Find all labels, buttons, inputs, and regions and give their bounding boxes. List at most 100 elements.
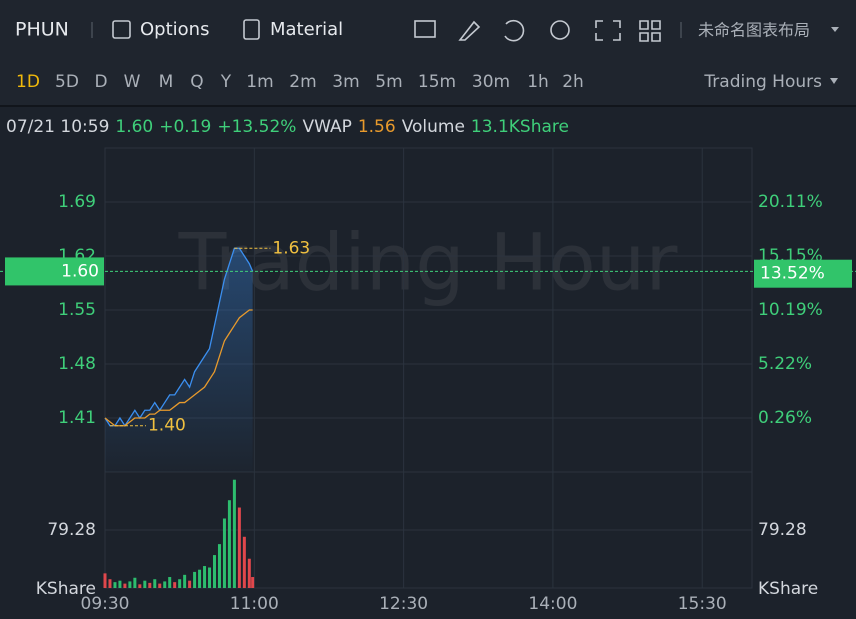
annotation-label: 1.63 — [272, 238, 310, 258]
period-button[interactable]: 2h — [562, 72, 584, 92]
volume-unit: KShare — [758, 579, 818, 599]
info-volume-label: Volume — [402, 117, 465, 137]
x-tick-label: 11:00 — [230, 594, 279, 614]
reset-icon[interactable] — [504, 19, 525, 42]
volume-bar — [163, 581, 167, 588]
indicator-icon[interactable] — [414, 20, 436, 38]
info-change-pct: +13.52% — [217, 117, 296, 137]
y2-tick-label: 0.26% — [758, 408, 812, 428]
volume-bar — [217, 544, 221, 588]
period-button[interactable]: 15m — [418, 72, 456, 92]
watermark: Trading Hour — [178, 218, 679, 308]
layout-icon[interactable] — [639, 20, 661, 42]
period-button[interactable]: 30m — [472, 72, 510, 92]
volume-bar — [237, 507, 241, 588]
draw-icon[interactable] — [458, 20, 481, 41]
fullscreen-icon[interactable] — [595, 20, 621, 41]
current-pct-label: 13.52% — [760, 264, 825, 284]
period-button[interactable]: 1m — [246, 72, 273, 92]
volume-bar — [128, 581, 132, 588]
volume-bar — [193, 571, 197, 588]
period-button[interactable]: 1h — [527, 72, 549, 92]
info-change: +0.19 — [159, 117, 211, 137]
volume-bar — [242, 536, 246, 588]
period-button[interactable]: W — [124, 72, 141, 92]
volume-bar — [103, 573, 107, 588]
current-price-box — [5, 257, 104, 286]
volume-bar — [208, 567, 212, 588]
volume-bar — [183, 574, 187, 588]
period-button[interactable]: 5m — [375, 72, 402, 92]
y-tick-label: 1.48 — [58, 354, 96, 374]
annotation-label: 1.40 — [148, 416, 186, 436]
info-vwap: 1.56 — [358, 117, 396, 137]
period-button[interactable]: 2m — [289, 72, 316, 92]
volume-bar — [247, 558, 251, 588]
volume-bar — [143, 580, 147, 588]
y2-tick-label: 20.11% — [758, 192, 823, 212]
volume-tick-label: 79.28 — [47, 520, 96, 540]
symbol[interactable]: PHUN — [15, 19, 69, 41]
y-tick-label: 1.69 — [58, 192, 96, 212]
y2-tick-label: 5.22% — [758, 354, 812, 374]
volume-bar — [222, 518, 226, 588]
period-button[interactable]: Y — [220, 72, 232, 92]
x-tick-label: 15:30 — [678, 594, 727, 614]
period-button[interactable]: Q — [190, 72, 203, 92]
period-button[interactable]: 1D — [16, 72, 40, 92]
volume-bar — [118, 580, 122, 588]
periods: 1D 5D D W M Q Y 1m 2m 3m 5m 15m 30m 1h 2h — [16, 72, 584, 92]
volume-unit: KShare — [36, 579, 96, 599]
options-button[interactable]: Options — [140, 19, 209, 40]
volume-tick-label: 79.28 — [758, 520, 807, 540]
volume-bar — [232, 479, 236, 588]
material-button[interactable]: Material — [270, 19, 343, 40]
info-vwap-label: VWAP — [302, 117, 351, 137]
volume-bar — [148, 582, 152, 588]
options-icon[interactable] — [112, 20, 131, 39]
volume-bar — [158, 583, 162, 588]
volume-bar — [198, 569, 202, 588]
volume-bar — [203, 566, 207, 588]
y2-tick-label: 10.19% — [758, 300, 823, 320]
info-line: 07/21 10:59 1.60 +0.19 +13.52% VWAP 1.56 Volum… — [6, 117, 569, 137]
current-price-label: 1.60 — [61, 261, 99, 281]
vwap-line — [104, 309, 253, 427]
volume-bar — [113, 582, 117, 588]
period-button[interactable]: D — [94, 72, 107, 92]
settings-icon[interactable] — [550, 20, 570, 40]
volume-bar — [153, 579, 157, 588]
volume-bar — [168, 577, 172, 588]
x-tick-label: 09:30 — [81, 594, 130, 614]
x-tick-label: 14:00 — [528, 594, 577, 614]
period-button[interactable]: 5D — [55, 72, 79, 92]
info-price: 1.60 — [115, 117, 153, 137]
dropdown-arrow[interactable] — [830, 78, 838, 84]
current-pct-box — [754, 259, 852, 288]
layout-name[interactable]: 未命名图表布局 — [698, 21, 810, 40]
price-line — [104, 247, 254, 427]
info-datetime: 07/21 10:59 — [6, 117, 109, 137]
volume-bar — [123, 583, 127, 588]
x-tick-label: 12:30 — [379, 594, 428, 614]
volume-bar — [138, 584, 142, 588]
period-button[interactable]: 3m — [332, 72, 359, 92]
dropdown-arrow[interactable] — [831, 27, 839, 32]
info-volume: 13.1KShare — [471, 117, 569, 137]
material-icon[interactable] — [243, 19, 260, 40]
toolbar-bg — [0, 0, 856, 106]
volume-bar — [173, 582, 177, 588]
volume-bar — [212, 555, 216, 588]
y-tick-label: 1.41 — [58, 408, 96, 428]
y-tick-label: 1.55 — [58, 300, 96, 320]
period-button[interactable]: M — [159, 72, 174, 92]
volume-bar — [227, 500, 231, 588]
volume-bar — [188, 580, 192, 588]
volume-bar — [108, 579, 112, 588]
volume-bar — [178, 579, 182, 588]
session-selector[interactable]: Trading Hours — [703, 72, 822, 92]
volume-bar — [251, 577, 255, 588]
price-area — [105, 248, 253, 472]
